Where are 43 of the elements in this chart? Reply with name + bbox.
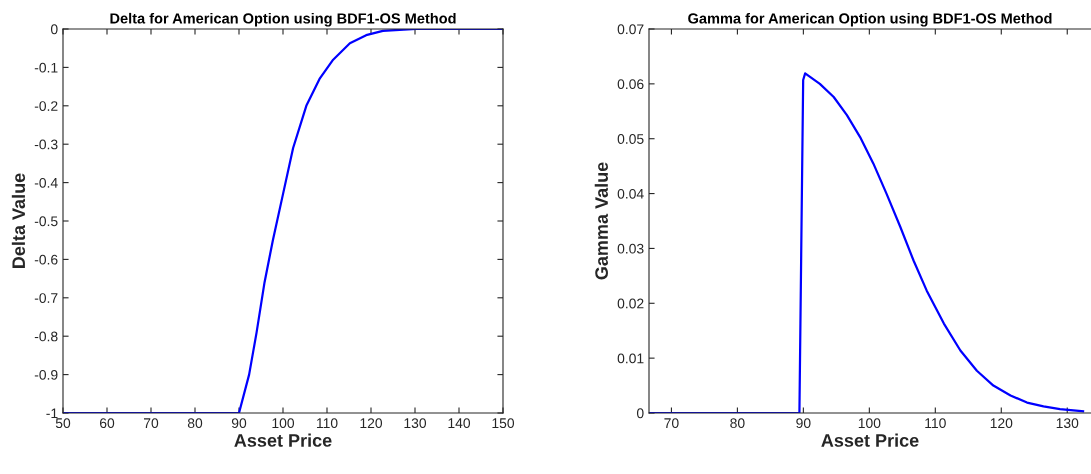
chart-title: Delta for American Option using BDF1-OS Method <box>110 12 456 27</box>
x-tick-label: 90 <box>231 418 247 429</box>
y-tick-label: -0.9 <box>34 369 58 380</box>
y-tick-label: -0.4 <box>34 177 58 188</box>
x-tick-label: 140 <box>448 418 471 429</box>
y-tick-label: 0 <box>50 24 58 35</box>
x-tick-label: 110 <box>316 418 338 429</box>
y-tick-label: -0.8 <box>34 331 58 342</box>
x-tick-label: 150 <box>492 418 515 429</box>
x-axis-title: Asset Price <box>234 433 332 447</box>
x-tick-label: 90 <box>796 418 811 429</box>
x-tick-label: 70 <box>664 418 679 429</box>
x-tick-label: 120 <box>360 418 383 429</box>
x-tick-label: 70 <box>143 418 159 429</box>
y-tick-label: 0 <box>636 408 644 419</box>
y-tick-label: -0.7 <box>34 293 58 303</box>
x-tick-label: 60 <box>99 418 115 429</box>
y-axis-title: Delta Value <box>11 173 26 268</box>
y-tick-label: 0.02 <box>617 298 644 309</box>
y-tick-label: -0.3 <box>34 139 58 150</box>
x-tick-label: 120 <box>990 418 1013 429</box>
x-tick-label: 100 <box>272 418 295 429</box>
x-tick-label: 110 <box>925 418 946 429</box>
y-tick-label: 0.04 <box>617 188 644 199</box>
y-tick-label: -0.5 <box>34 216 58 227</box>
y-tick-label: 0.01 <box>617 353 644 364</box>
y-tick-label: -0.2 <box>34 101 58 111</box>
y-tick-label: 0.05 <box>617 134 644 144</box>
y-tick-label: 0.07 <box>617 24 644 35</box>
x-axis-title: Asset Price <box>821 433 919 447</box>
y-tick-label: -0.1 <box>34 62 58 73</box>
x-tick-label: 50 <box>55 418 71 429</box>
x-tick-label: 80 <box>730 418 745 429</box>
y-tick-label: -0.6 <box>34 254 58 265</box>
x-tick-label: 80 <box>187 418 203 429</box>
y-tick-label: 0.03 <box>617 243 644 254</box>
y-tick-label: -1 <box>46 408 58 419</box>
x-tick-label: 130 <box>1056 418 1079 429</box>
y-tick-label: 0.06 <box>617 79 644 90</box>
x-tick-label: 130 <box>404 418 427 429</box>
x-tick-label: 100 <box>858 418 881 429</box>
chart-title: Gamma for American Option using BDF1-OS Method <box>688 12 1052 27</box>
y-axis-title: Gamma Value <box>594 162 608 280</box>
